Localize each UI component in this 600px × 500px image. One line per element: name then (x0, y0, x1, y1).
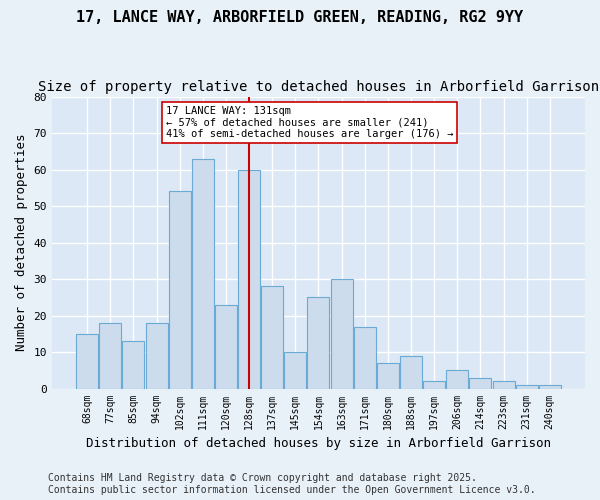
Y-axis label: Number of detached properties: Number of detached properties (15, 134, 28, 352)
Title: Size of property relative to detached houses in Arborfield Garrison: Size of property relative to detached ho… (38, 80, 599, 94)
Text: Contains HM Land Registry data © Crown copyright and database right 2025.
Contai: Contains HM Land Registry data © Crown c… (48, 474, 536, 495)
Bar (192, 158, 214, 388)
Bar (493, 382, 515, 388)
Bar (354, 326, 376, 388)
Bar (122, 341, 145, 388)
Text: 17 LANCE WAY: 131sqm
← 57% of detached houses are smaller (241)
41% of semi-deta: 17 LANCE WAY: 131sqm ← 57% of detached h… (166, 106, 453, 139)
Bar (539, 385, 561, 388)
Text: 17, LANCE WAY, ARBORFIELD GREEN, READING, RG2 9YY: 17, LANCE WAY, ARBORFIELD GREEN, READING… (76, 10, 524, 25)
Bar (261, 286, 283, 388)
Bar (446, 370, 468, 388)
Bar (284, 352, 307, 389)
Bar (215, 304, 237, 388)
Bar (76, 334, 98, 388)
Bar (146, 323, 167, 388)
Bar (400, 356, 422, 388)
Bar (377, 363, 399, 388)
Bar (331, 279, 353, 388)
Bar (169, 192, 191, 388)
X-axis label: Distribution of detached houses by size in Arborfield Garrison: Distribution of detached houses by size … (86, 437, 551, 450)
Bar (99, 323, 121, 388)
Bar (307, 298, 329, 388)
Bar (238, 170, 260, 388)
Bar (515, 385, 538, 388)
Bar (469, 378, 491, 388)
Bar (423, 382, 445, 388)
